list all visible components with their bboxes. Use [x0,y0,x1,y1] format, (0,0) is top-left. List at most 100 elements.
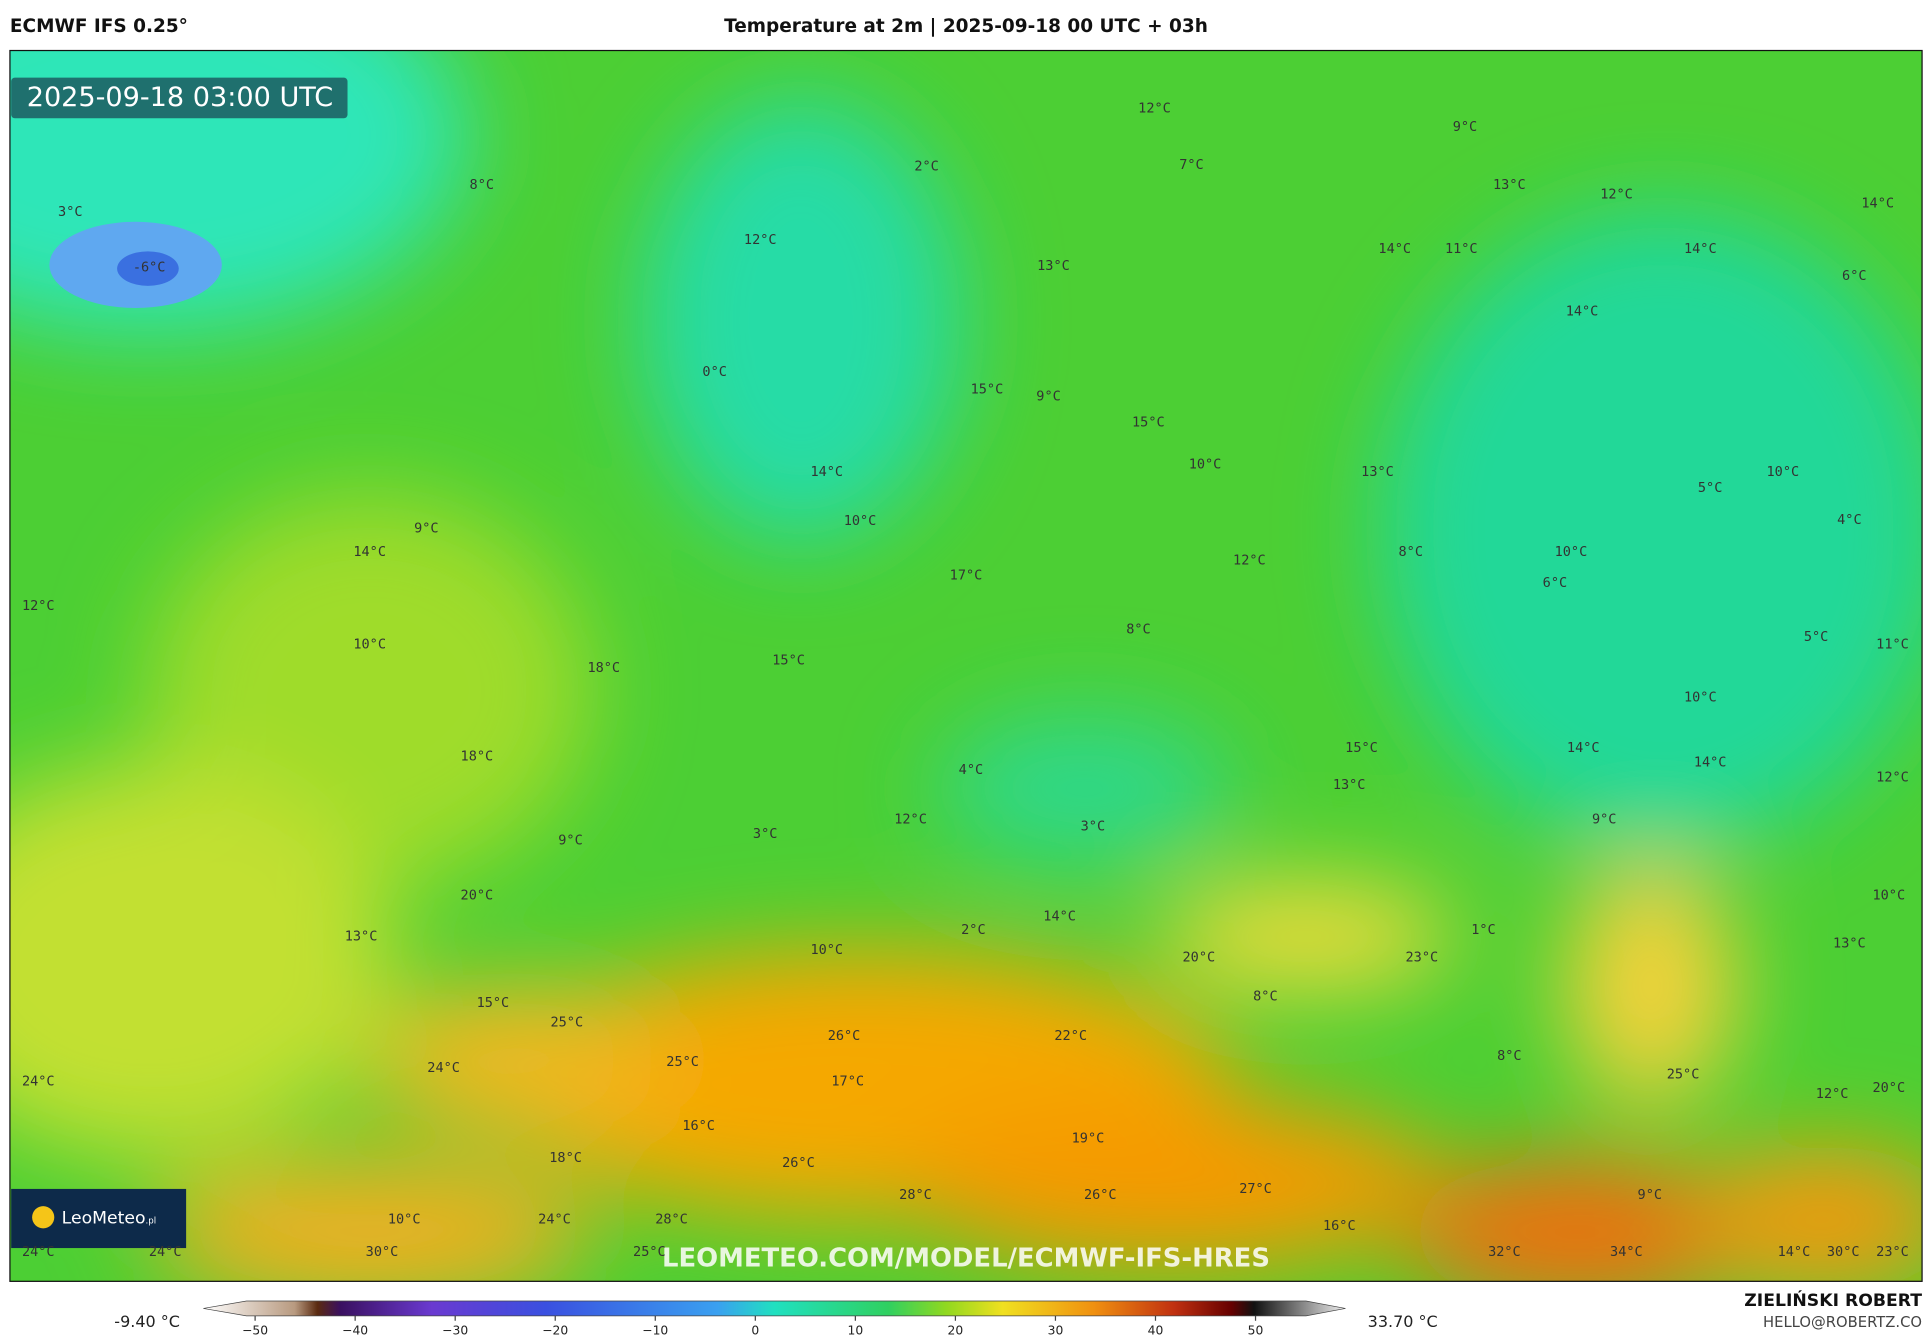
logo-text: LeoMeteo.pl [62,1208,156,1228]
colorbar-tick-label: 10 [848,1323,864,1337]
temperature-label: 22°C [1054,1028,1087,1044]
temperature-label: 16°C [682,1118,715,1134]
temperature-label: 10°C [844,513,877,529]
temperature-label: 15°C [1132,415,1165,431]
temperature-label: 14°C [1378,241,1411,257]
temperature-label: 8°C [1399,544,1423,560]
temperature-label: 18°C [461,748,494,764]
temperature-label: 26°C [1084,1187,1117,1203]
colorbar [203,1300,1346,1317]
temperature-label: 4°C [959,762,983,778]
temperature-label: 32°C [1488,1244,1521,1260]
temperature-label: 6°C [1842,268,1866,284]
temperature-label: 0°C [702,364,726,380]
temperature-label: 10°C [353,636,386,652]
temperature-label: 14°C [1566,304,1599,320]
temperature-label: 1°C [1471,922,1495,938]
temperature-label: 24°C [427,1060,460,1076]
colorbar-tick-label: −30 [442,1323,468,1337]
colorbar-tick-label: 30 [1048,1323,1064,1337]
temperature-label: 27°C [1239,1181,1272,1197]
temperature-label: 24°C [149,1244,182,1260]
temperature-label: 14°C [1861,195,1894,211]
temperature-label: 5°C [1698,480,1722,496]
temperature-label: 12°C [1816,1086,1849,1102]
temperature-label: 15°C [1345,740,1378,756]
map-title: Temperature at 2m | 2025-09-18 00 UTC + … [724,16,1208,37]
temperature-label: 12°C [1600,187,1633,203]
temperature-label: 15°C [477,995,510,1011]
temperature-label: 24°C [22,1074,55,1090]
temperature-label: 25°C [1667,1066,1700,1082]
temperature-label: 25°C [633,1244,666,1260]
temperature-label: 28°C [899,1187,932,1203]
temperature-label: 2°C [914,158,938,174]
temperature-label: 9°C [558,832,582,848]
temperature-label: 13°C [1493,177,1526,193]
temperature-label: 26°C [782,1155,815,1171]
temperature-label: 26°C [828,1028,861,1044]
temperature-label: 17°C [831,1074,864,1090]
temperature-label: 10°C [1767,464,1800,480]
temperature-label: 6°C [1543,575,1567,591]
temperature-label: 12°C [1233,553,1266,569]
temperature-label: 30°C [1827,1244,1860,1260]
temperature-label: 14°C [1567,740,1600,756]
colorbar-tick-label: −50 [242,1323,268,1337]
temperature-label: 23°C [1876,1244,1909,1260]
temperature-label: 18°C [587,660,620,676]
colorbar-tick-label: −40 [342,1323,368,1337]
temperature-label: 9°C [1638,1187,1662,1203]
temperature-label: 16°C [1323,1218,1356,1234]
colorbar-tick-label: 40 [1148,1323,1164,1337]
temperature-label: 13°C [1037,258,1070,274]
colorbar-tick-label: −10 [642,1323,668,1337]
temperature-label: 12°C [1876,769,1909,785]
temperature-label: 13°C [1833,936,1866,952]
colorbar-tick-label: 50 [1248,1323,1264,1337]
temperature-label: 8°C [470,177,494,193]
temperature-label: 8°C [1497,1048,1521,1064]
author: ZIELIŃSKI ROBERT [1744,1289,1922,1311]
temperature-label: 10°C [1189,456,1222,472]
colorbar-tick-label: −20 [542,1323,568,1337]
temperature-label: 18°C [549,1150,582,1166]
colorbar-tick-label: 20 [948,1323,964,1337]
temperature-label: 20°C [1872,1080,1905,1096]
temperature-label: 11°C [1445,241,1478,257]
temperature-label: 20°C [461,888,494,904]
temperature-label: 13°C [1361,464,1394,480]
temperature-label: 17°C [950,567,983,583]
temperature-label: 14°C [1043,909,1076,925]
temperature-label: 24°C [22,1244,55,1260]
temperature-label: 13°C [345,928,378,944]
temperature-label: 3°C [753,826,777,842]
temperature-label: 19°C [1072,1130,1105,1146]
colorbar-min: -9.40 °C [114,1312,180,1331]
model-name: ECMWF IFS 0.25° [10,16,188,37]
temperature-label: 14°C [810,464,843,480]
temperature-label: 5°C [1804,629,1828,645]
temperature-label: 24°C [538,1212,571,1228]
temperature-field [9,50,1923,1282]
temperature-label: 11°C [1876,636,1909,652]
temperature-label: 8°C [1126,622,1150,638]
temperature-label: 12°C [894,811,927,827]
temperature-label: 23°C [1406,949,1439,965]
colorbar-tick-label: 0 [751,1323,759,1337]
temperature-label: 12°C [744,232,777,248]
temperature-label: 10°C [1872,888,1905,904]
temperature-label: 13°C [1333,777,1366,793]
temperature-label: 25°C [551,1015,584,1031]
temperature-label: 10°C [1684,689,1717,705]
temperature-label: 20°C [1183,949,1216,965]
temperature-label: 10°C [1555,544,1588,560]
temperature-label: 14°C [1694,755,1727,771]
temperature-label: 28°C [655,1212,688,1228]
colorbar-max: 33.70 °C [1368,1312,1438,1331]
temperature-label: 14°C [1684,241,1717,257]
temperature-label: 15°C [772,652,805,668]
temperature-label: 9°C [414,521,438,537]
